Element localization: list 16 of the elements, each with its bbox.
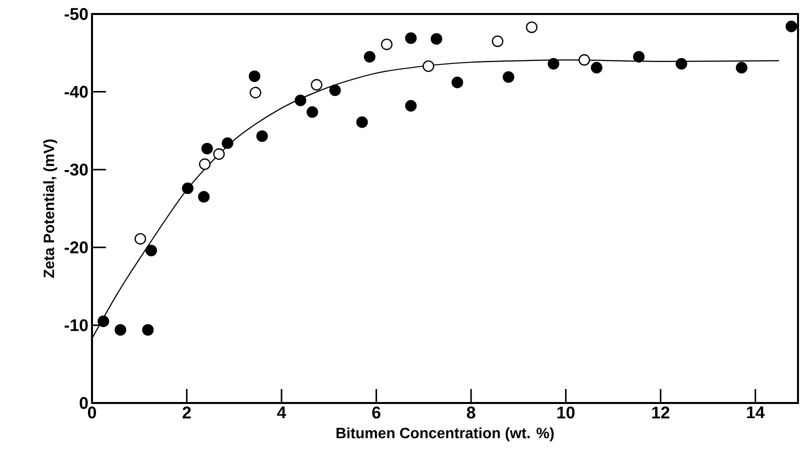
y-tick-label: -30 bbox=[64, 164, 88, 176]
x-tick-label: 4 bbox=[277, 406, 286, 418]
x-tick-label: 0 bbox=[88, 406, 96, 419]
x-tick-label: 12 bbox=[652, 406, 670, 418]
x-tick-label: 10 bbox=[557, 406, 575, 419]
x-tick-label: 2 bbox=[182, 406, 191, 418]
x-axis-title: Bitumen Concentration (wt. %) bbox=[336, 427, 554, 442]
x-tick-label: 6 bbox=[372, 406, 380, 419]
y-tick-label: -50 bbox=[64, 8, 88, 20]
y-axis-title: Zeta Potential, (mV) bbox=[43, 140, 58, 278]
y-tick-label: 0 bbox=[80, 397, 88, 410]
y-tick-label: -10 bbox=[64, 319, 88, 332]
x-tick-label: 14 bbox=[747, 406, 765, 418]
x-tick-label: 8 bbox=[466, 406, 476, 419]
y-tick-label: -40 bbox=[64, 86, 88, 98]
y-tick-label: -20 bbox=[64, 241, 88, 254]
